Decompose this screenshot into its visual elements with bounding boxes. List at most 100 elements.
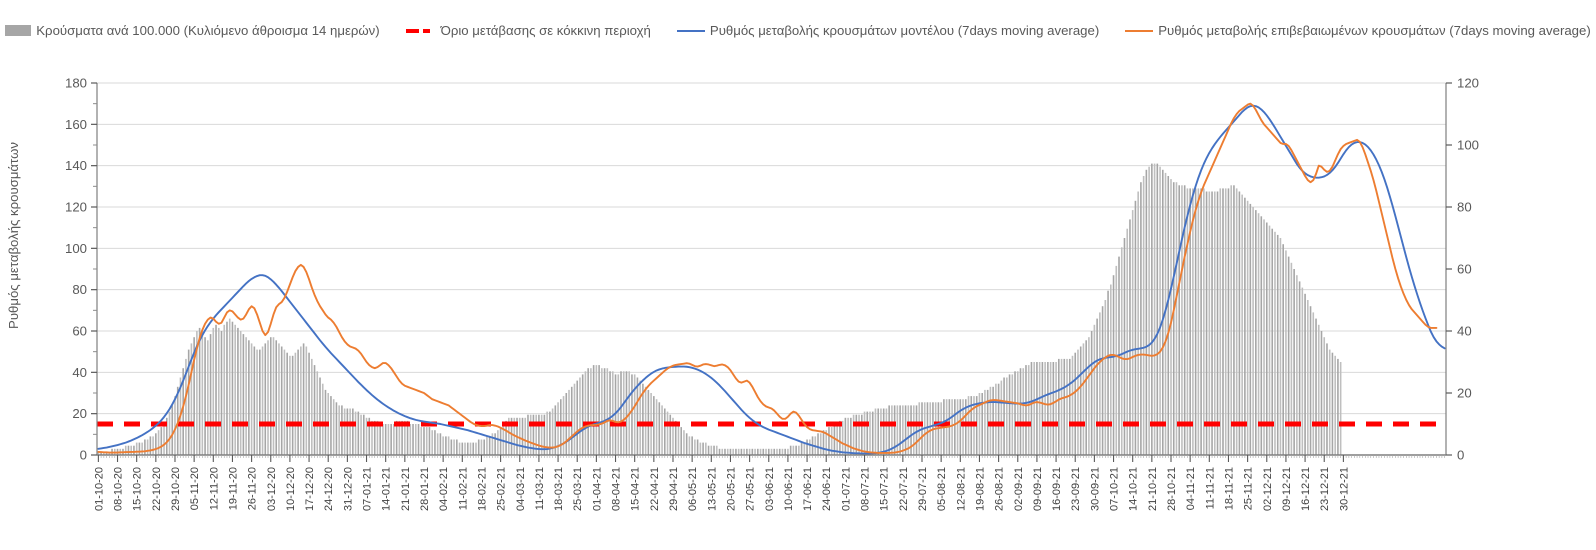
svg-text:13-05-21: 13-05-21 [706,467,718,511]
svg-text:17-06-21: 17-06-21 [802,467,814,511]
svg-text:01-07-21: 01-07-21 [840,467,852,511]
svg-text:09-09-21: 09-09-21 [1032,467,1044,511]
svg-text:03-12-20: 03-12-20 [266,467,278,511]
bar-swatch-icon [5,25,32,37]
svg-text:140: 140 [65,158,87,173]
chart-legend: Κρούσματα ανά 100.000 (Κυλιόμενο άθροισμ… [0,18,1596,44]
svg-text:21-01-21: 21-01-21 [400,467,412,511]
svg-text:28-01-21: 28-01-21 [419,467,431,511]
svg-text:18-02-21: 18-02-21 [476,467,488,511]
legend-item-confirmed-rate[interactable]: Ρυθμός μεταβολής επιβεβαιωμένων κρουσμάτ… [1125,23,1591,39]
svg-text:40: 40 [72,365,87,380]
gridlines [97,82,1446,415]
svg-text:16-09-21: 16-09-21 [1051,467,1063,511]
svg-text:23-09-21: 23-09-21 [1070,467,1082,511]
svg-text:22-07-21: 22-07-21 [898,467,910,511]
line-series-confirmed [97,102,1438,454]
svg-text:100: 100 [65,241,87,256]
svg-text:23-12-21: 23-12-21 [1319,467,1331,511]
blue-line-icon [676,25,705,36]
svg-text:19-11-20: 19-11-20 [227,467,239,510]
svg-text:29-07-21: 29-07-21 [917,467,929,511]
legend-label-cases: Κρούσματα ανά 100.000 (Κυλιόμενο άθροισμ… [36,23,380,39]
svg-text:01-04-21: 01-04-21 [591,467,603,511]
svg-text:07-01-21: 07-01-21 [362,467,374,511]
svg-text:25-11-21: 25-11-21 [1243,467,1255,510]
line-series-model [97,104,1446,455]
legend-item-cases-bars[interactable]: Κρούσματα ανά 100.000 (Κυλιόμενο άθροισμ… [5,23,380,39]
svg-text:08-10-20: 08-10-20 [113,467,125,511]
legend-item-threshold[interactable]: Όριο μετάβασης σε κόκκινη περιοχή [405,23,651,39]
svg-text:12-11-20: 12-11-20 [208,467,220,510]
axes [96,83,1447,456]
svg-text:18-11-21: 18-11-21 [1223,467,1235,510]
svg-text:30-09-21: 30-09-21 [1089,467,1101,511]
svg-text:08-07-21: 08-07-21 [860,467,872,511]
svg-text:26-11-20: 26-11-20 [247,467,259,510]
svg-text:15-07-21: 15-07-21 [879,467,891,511]
svg-text:01-10-20: 01-10-20 [93,467,105,511]
legend-item-model-rate[interactable]: Ρυθμός μεταβολής κρουσμάτων μοντέλου (7d… [676,23,1100,39]
svg-text:04-02-21: 04-02-21 [438,467,450,511]
svg-text:25-03-21: 25-03-21 [572,467,584,511]
svg-text:30-12-21: 30-12-21 [1338,467,1350,511]
svg-text:05-08-21: 05-08-21 [936,467,948,511]
svg-text:14-01-21: 14-01-21 [381,467,393,511]
svg-text:19-08-21: 19-08-21 [974,467,986,511]
legend-label-threshold: Όριο μετάβασης σε κόκκινη περιοχή [440,23,651,39]
svg-text:03-06-21: 03-06-21 [764,467,776,511]
svg-text:18-03-21: 18-03-21 [553,467,565,511]
y-axis-left-ticks: 0 20 40 60 80 100 120 140 160 180 [65,76,97,463]
svg-text:0: 0 [1457,448,1464,463]
legend-label-confirmed-rate: Ρυθμός μεταβολής επιβεβαιωμένων κρουσμάτ… [1158,23,1591,39]
svg-text:17-12-20: 17-12-20 [304,467,316,511]
svg-text:22-04-21: 22-04-21 [649,467,661,511]
svg-text:25-02-21: 25-02-21 [496,467,508,511]
svg-text:24-12-20: 24-12-20 [323,467,335,511]
svg-text:07-10-21: 07-10-21 [1109,467,1121,511]
svg-text:180: 180 [65,76,87,91]
svg-text:26-08-21: 26-08-21 [994,467,1006,511]
svg-text:0: 0 [80,448,87,463]
svg-text:24-06-21: 24-06-21 [821,467,833,511]
svg-text:15-10-20: 15-10-20 [132,467,144,511]
svg-text:60: 60 [1457,262,1472,277]
svg-text:11-11-21: 11-11-21 [1204,467,1216,509]
svg-text:12-08-21: 12-08-21 [955,467,967,511]
svg-text:20-05-21: 20-05-21 [725,467,737,511]
svg-text:27-05-21: 27-05-21 [745,467,757,511]
svg-text:22-10-20: 22-10-20 [151,467,163,511]
svg-text:20: 20 [72,406,87,421]
svg-text:80: 80 [72,282,87,297]
svg-text:21-10-21: 21-10-21 [1147,467,1159,511]
svg-text:11-02-21: 11-02-21 [457,467,469,510]
svg-text:04-11-21: 04-11-21 [1185,467,1197,510]
svg-text:10-12-20: 10-12-20 [285,467,297,511]
svg-text:31-12-20: 31-12-20 [342,467,354,511]
svg-text:60: 60 [72,324,87,339]
svg-text:20: 20 [1457,386,1472,401]
legend-label-model-rate: Ρυθμός μεταβολής κρουσμάτων μοντέλου (7d… [709,23,1100,39]
svg-text:14-10-21: 14-10-21 [1128,467,1140,511]
svg-text:09-12-21: 09-12-21 [1281,467,1293,511]
x-axis-ticks: 01-10-20 08-10-20 15-10-20 22-10-20 29-10-20… [93,455,1445,511]
svg-text:16-12-21: 16-12-21 [1300,467,1312,511]
svg-text:08-04-21: 08-04-21 [611,467,623,511]
red-dashed-line-icon [405,25,436,36]
svg-text:40: 40 [1457,324,1472,339]
svg-text:04-03-21: 04-03-21 [515,467,527,511]
svg-text:02-12-21: 02-12-21 [1262,467,1274,511]
svg-text:120: 120 [1457,76,1479,91]
svg-text:160: 160 [65,117,87,132]
orange-line-icon [1125,25,1154,36]
y-axis-right-ticks: 0 20 40 60 80 100 120 [1446,76,1479,463]
svg-text:29-10-20: 29-10-20 [170,467,182,511]
svg-text:80: 80 [1457,200,1472,215]
svg-text:11-03-21: 11-03-21 [534,467,546,510]
svg-text:05-11-20: 05-11-20 [189,467,201,510]
svg-text:15-04-21: 15-04-21 [630,467,642,511]
svg-text:02-09-21: 02-09-21 [1013,467,1025,511]
svg-text:120: 120 [65,200,87,215]
